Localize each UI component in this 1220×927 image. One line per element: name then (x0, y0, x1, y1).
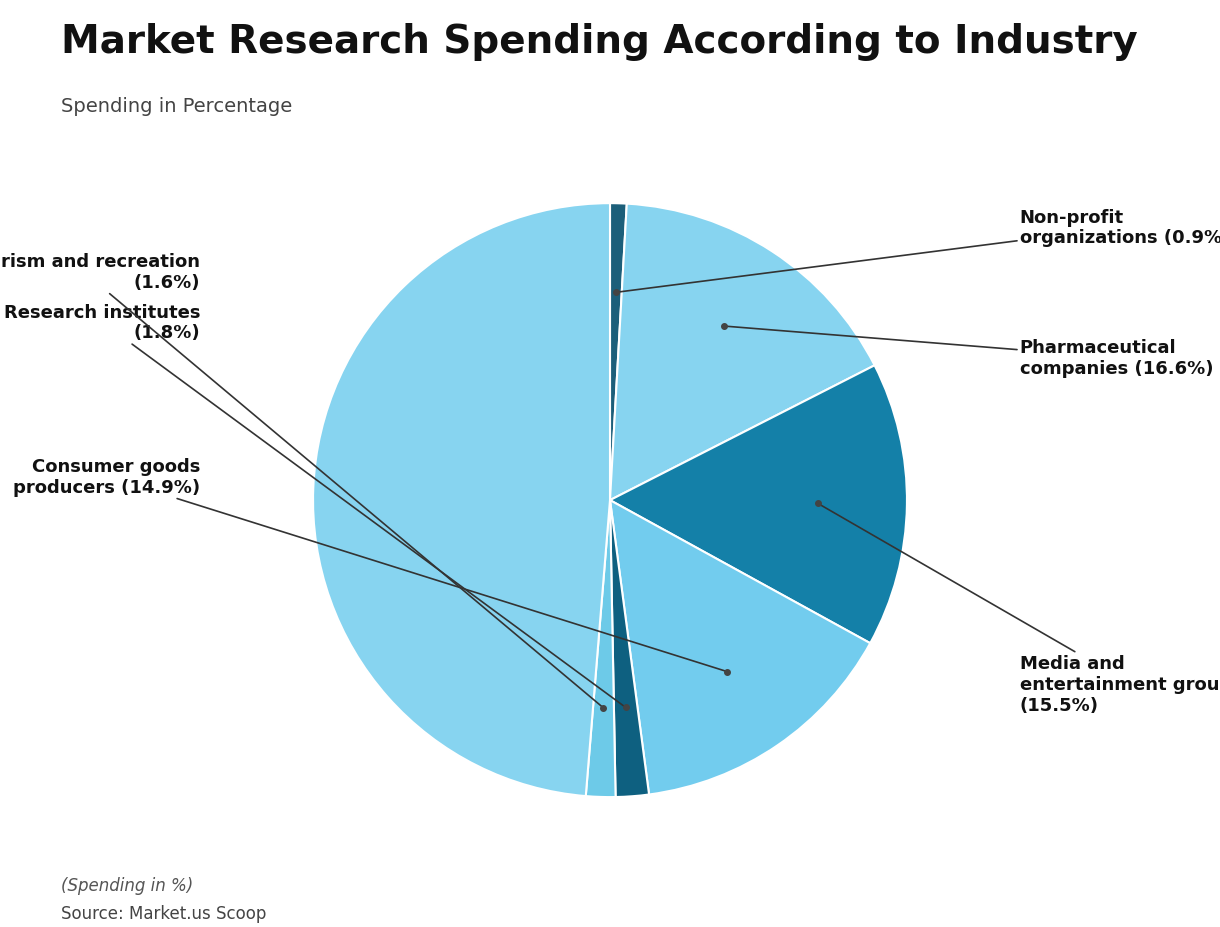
Wedge shape (610, 366, 906, 643)
Text: Spending in Percentage: Spending in Percentage (61, 97, 293, 116)
Wedge shape (586, 501, 616, 797)
Text: (Spending in %): (Spending in %) (61, 876, 193, 894)
Text: Source: Market.us Scoop: Source: Market.us Scoop (61, 904, 266, 921)
Wedge shape (610, 204, 627, 501)
Text: Tourism and recreation
(1.6%): Tourism and recreation (1.6%) (0, 253, 604, 708)
Wedge shape (314, 204, 610, 796)
Text: Research institutes
(1.8%): Research institutes (1.8%) (4, 303, 626, 707)
Text: Consumer goods
producers (14.9%): Consumer goods producers (14.9%) (13, 457, 727, 672)
Text: Pharmaceutical
companies (16.6%): Pharmaceutical companies (16.6%) (723, 326, 1214, 377)
Text: Market Research Spending According to Industry: Market Research Spending According to In… (61, 23, 1138, 61)
Wedge shape (610, 205, 875, 501)
Text: Media and
entertainment groups
(15.5%): Media and entertainment groups (15.5%) (817, 504, 1220, 715)
Text: Non-profit
organizations (0.9%): Non-profit organizations (0.9%) (616, 209, 1220, 293)
Wedge shape (610, 501, 649, 797)
Wedge shape (610, 501, 870, 794)
